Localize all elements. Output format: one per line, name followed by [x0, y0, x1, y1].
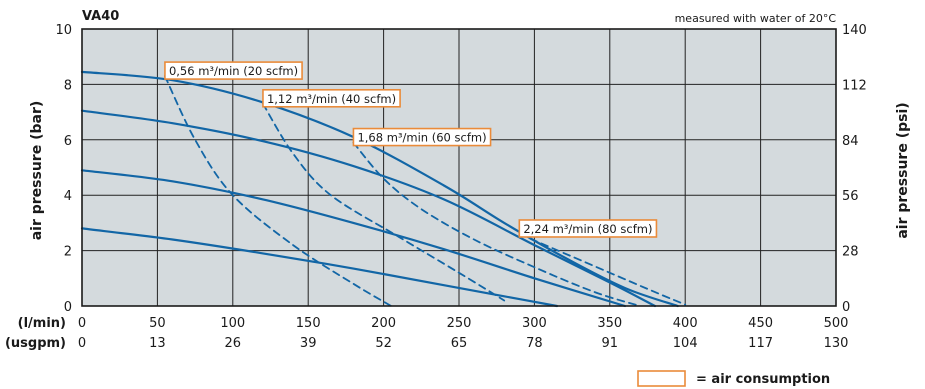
y-tick-label-left: 2	[64, 245, 72, 260]
x-tick-label-secondary: 104	[673, 336, 698, 351]
annotation-box	[164, 61, 303, 80]
curves	[80, 70, 687, 308]
annotation-1: 1,12 m³/min (40 scfm)	[262, 88, 401, 108]
annotation-2: 1,68 m³/min (60 scfm)	[352, 127, 492, 147]
y-tick-label-right: 28	[842, 245, 859, 260]
x-tick-label: 500	[824, 316, 849, 331]
air-consumption-curve-7	[518, 233, 687, 306]
annotation-0: 0,56 m³/min (20 scfm)	[164, 61, 303, 80]
y-tick-label-left: 10	[55, 23, 72, 38]
y-tick-label-left: 6	[64, 134, 72, 149]
annotation-label: 2,24 m³/min (80 scfm)	[523, 222, 652, 236]
annotation-box	[518, 219, 658, 238]
y-axis-left-label: air pressure (bar)	[29, 101, 45, 241]
x-tick-label: 0	[78, 316, 86, 331]
y-tick-label-right: 0	[842, 300, 850, 315]
air-consumption-curve-6	[352, 141, 641, 307]
y-tick-label-left: 0	[64, 300, 72, 315]
pressure-curve-0	[80, 227, 559, 308]
legend-swatch	[637, 370, 686, 387]
annotation-box	[352, 127, 492, 147]
y-tick-label-left: 8	[64, 78, 72, 93]
plot-frame	[81, 28, 837, 307]
y-tick-label-right: 112	[842, 78, 867, 93]
y-tick-label-right: 84	[842, 134, 859, 149]
x-tick-label: 300	[522, 316, 547, 331]
x-tick-label-secondary: 117	[748, 336, 773, 351]
x-tick-label-secondary: 78	[526, 336, 543, 351]
y-tick-label-right: 140	[842, 23, 867, 38]
y-tick-label-right: 56	[842, 189, 859, 204]
legend-label: = air consumption	[696, 372, 830, 387]
x-tick-label-secondary: 52	[375, 336, 392, 351]
x-tick-label: 100	[220, 316, 245, 331]
chart-title: VA40	[82, 9, 119, 24]
x-tick-label: 350	[597, 316, 622, 331]
annotation-3: 2,24 m³/min (80 scfm)	[518, 219, 658, 238]
measurement-note: measured with water of 20°C	[675, 12, 837, 25]
y-axis-right-label: air pressure (psi)	[895, 102, 911, 238]
pressure-curve-1	[80, 169, 626, 308]
annotation-label: 1,68 m³/min (60 scfm)	[357, 131, 486, 145]
x-tick-label: 50	[149, 316, 166, 331]
x-tick-label-secondary: 130	[824, 336, 849, 351]
x-tick-label: 450	[748, 316, 773, 331]
annotation-label: 1,12 m³/min (40 scfm)	[267, 92, 396, 106]
x-tick-label: 150	[296, 316, 321, 331]
x-tick-label-secondary: 26	[225, 336, 242, 351]
air-consumption-curve-4	[164, 75, 392, 307]
pressure-curve-3	[80, 70, 679, 308]
x-tick-label: 400	[673, 316, 698, 331]
pressure-curve-2	[80, 109, 657, 308]
x-tick-label-secondary: 65	[451, 336, 468, 351]
x-tick-label-secondary: 13	[149, 336, 166, 351]
x-tick-label-secondary: 91	[602, 336, 619, 351]
annotations: 0,56 m³/min (20 scfm) 1,12 m³/min (40 scf…	[164, 61, 658, 238]
y-tick-label-left: 4	[64, 189, 72, 204]
x-axis-secondary-label: (usgpm)	[5, 336, 66, 351]
x-axis-primary-label: (l/min)	[18, 316, 66, 331]
annotation-box	[262, 88, 401, 108]
x-tick-label: 250	[447, 316, 472, 331]
air-consumption-curve-5	[262, 102, 506, 302]
annotation-label: 0,56 m³/min (20 scfm)	[169, 64, 298, 78]
x-tick-label-secondary: 39	[300, 336, 317, 351]
x-tick-label-secondary: 0	[78, 336, 86, 351]
x-tick-label: 200	[371, 316, 396, 331]
